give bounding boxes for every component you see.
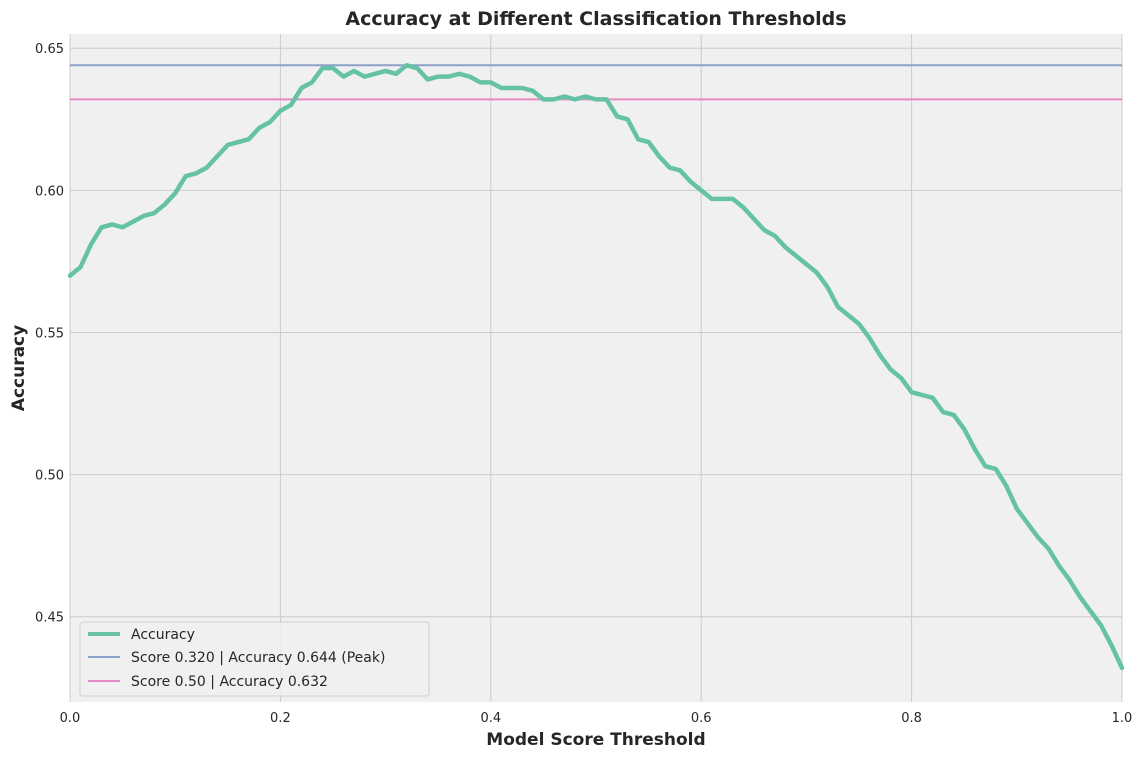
legend-label-accuracy: Accuracy	[131, 627, 195, 643]
accuracy-series-line	[67, 63, 1125, 671]
x-tick-label: 0.6	[691, 711, 712, 726]
plot-background	[70, 34, 1122, 702]
x-tick-label: 0.8	[901, 711, 922, 726]
x-tick-label: 0.0	[60, 711, 81, 726]
x-tick-label: 0.4	[480, 711, 501, 726]
x-axis-ticks: 0.0 0.2 0.4 0.6 0.8 1.0	[60, 711, 1133, 726]
x-tick-label: 1.0	[1112, 711, 1133, 726]
x-axis-label: Model Score Threshold	[486, 730, 705, 750]
legend-box	[79, 621, 430, 697]
y-tick-label: 0.55	[35, 326, 64, 341]
y-axis-label: Accuracy	[9, 325, 29, 411]
y-tick-label: 0.45	[35, 611, 64, 626]
legend-label-peak: Score 0.320 | Accuracy 0.644 (Peak)	[131, 650, 385, 666]
y-tick-label: 0.65	[35, 42, 64, 57]
x-tick-label: 0.2	[270, 711, 291, 726]
legend: Accuracy Score 0.320 | Accuracy 0.644 (P…	[79, 621, 430, 697]
y-tick-label: 0.60	[35, 184, 64, 199]
y-tick-label: 0.50	[35, 469, 64, 484]
y-axis-ticks: 0.45 0.50 0.55 0.60 0.65	[35, 42, 64, 626]
chart-title: Accuracy at Different Classification Thr…	[345, 8, 846, 30]
series-lines	[67, 63, 1125, 671]
legend-label-default: Score 0.50 | Accuracy 0.632	[131, 674, 328, 690]
grid-lines	[69, 34, 1123, 702]
